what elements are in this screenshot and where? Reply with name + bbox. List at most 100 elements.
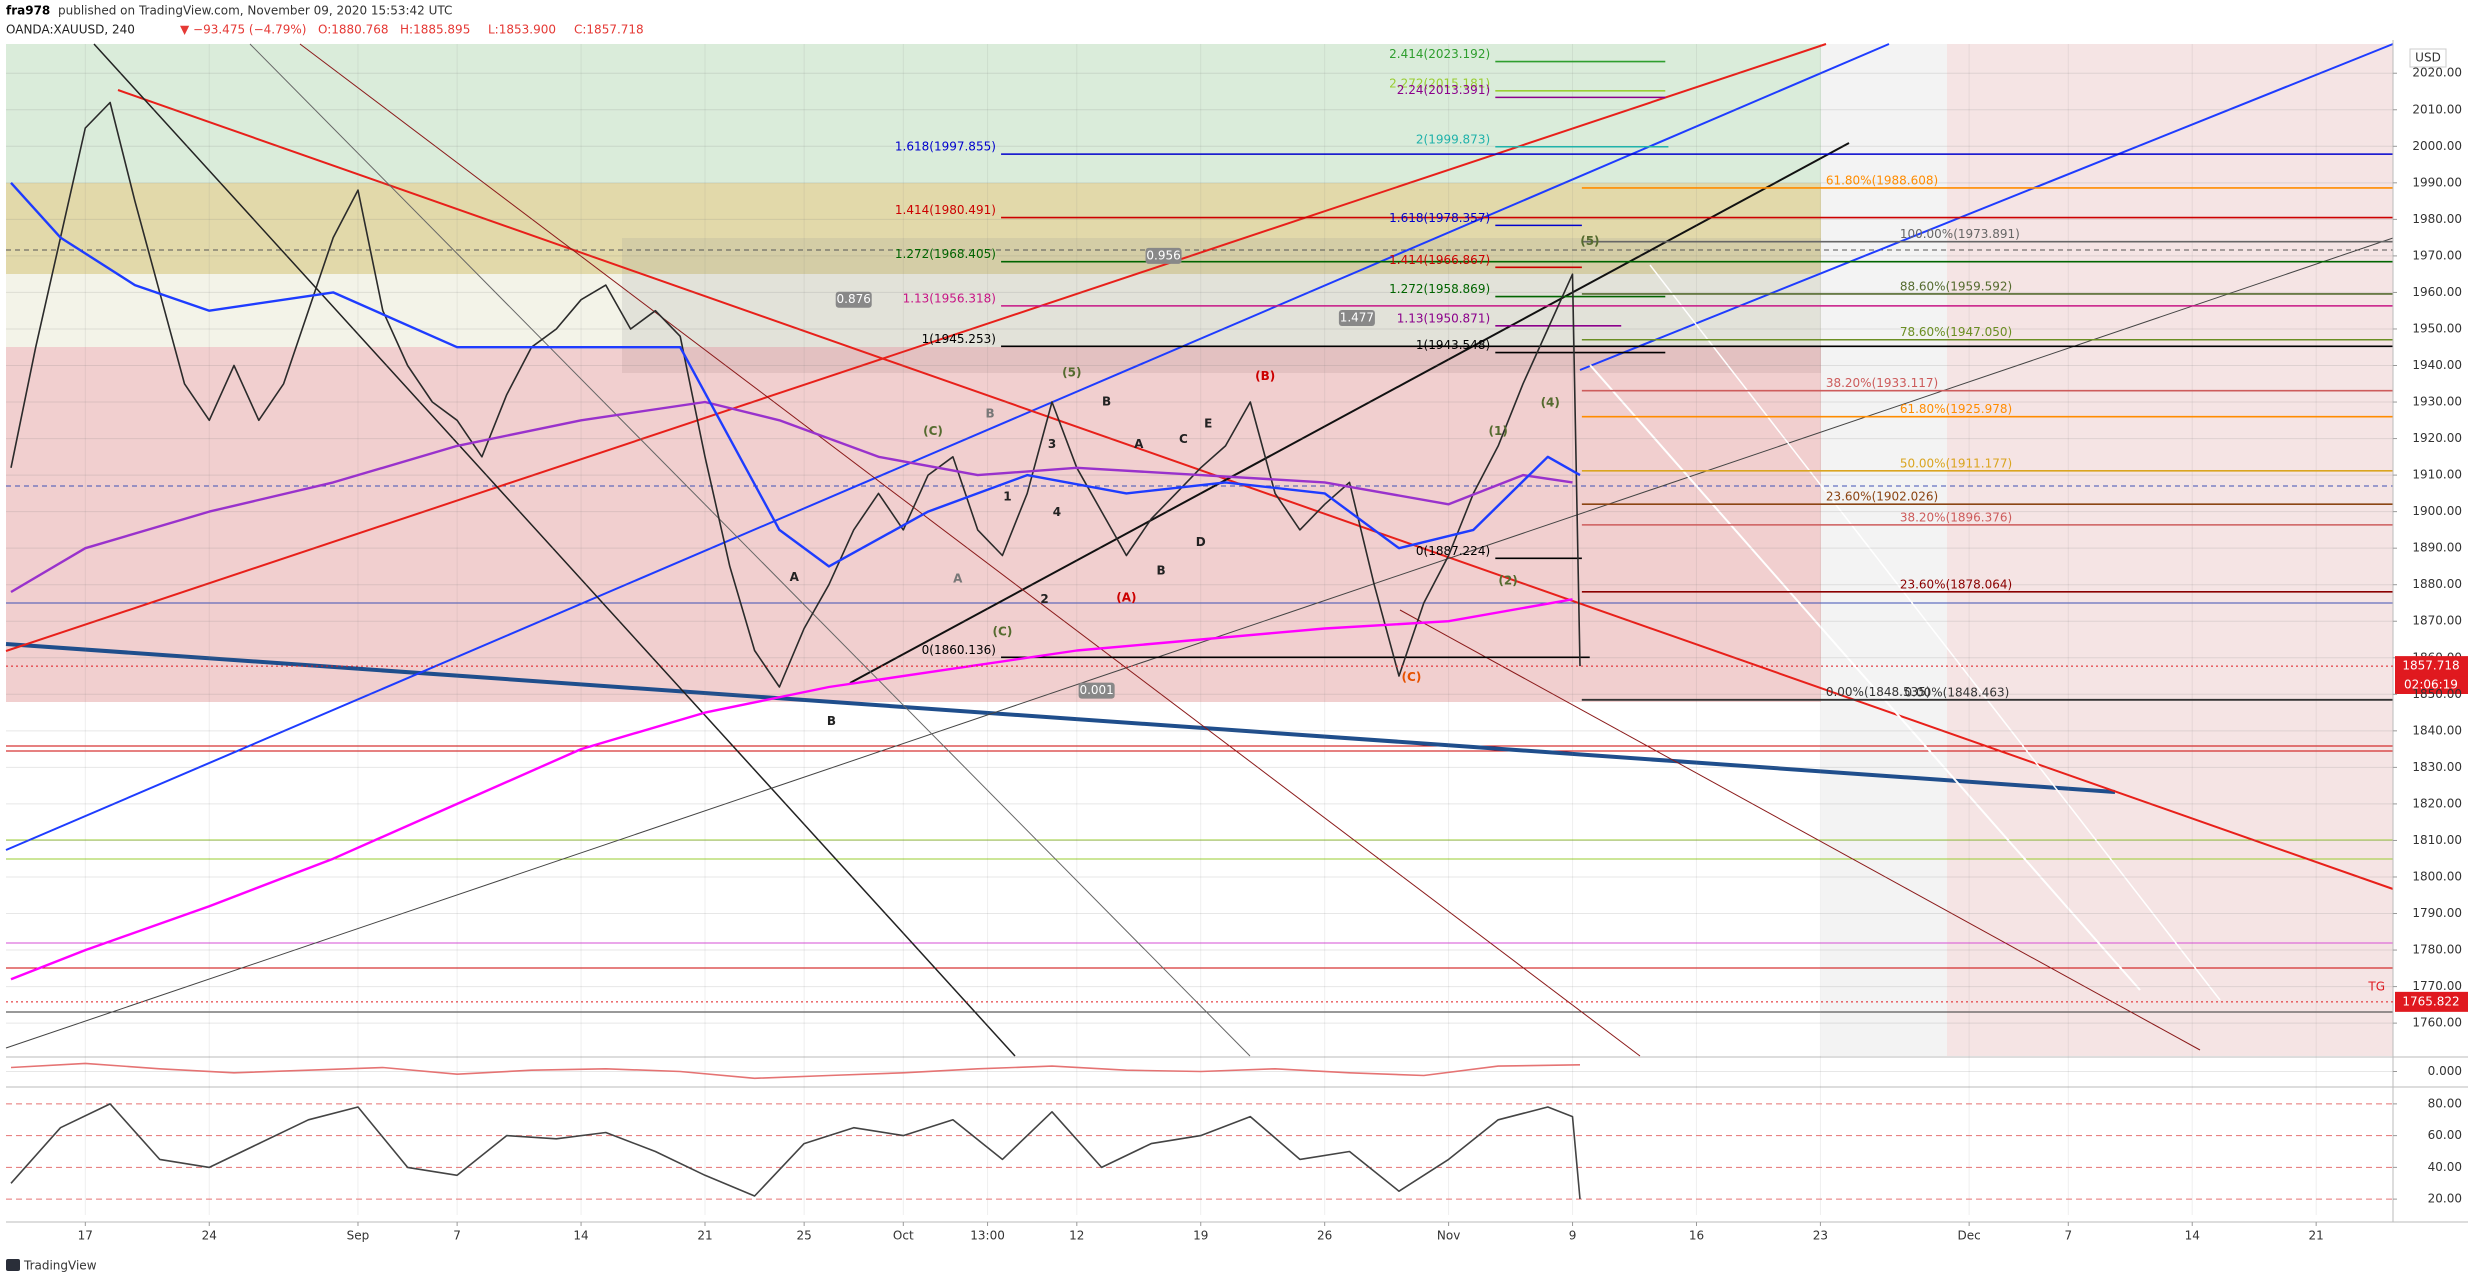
x-tick-label: 24 [202, 1229, 217, 1243]
price-tag [2395, 991, 2468, 1012]
y-tick-label: 1770.00 [2412, 979, 2462, 993]
y-tick-label: 1840.00 [2412, 723, 2462, 737]
wave-label: 2 [1040, 592, 1048, 606]
y-tick-label: 1780.00 [2412, 943, 2462, 957]
fib-label: 88.60%(1959.592) [1900, 279, 2012, 293]
y-tick-label: 1950.00 [2412, 321, 2462, 335]
y-tick-label: 0.000 [2428, 1064, 2462, 1078]
y-tick-label: 1940.00 [2412, 358, 2462, 372]
fib-label: 2.414(2023.192) [1389, 47, 1490, 61]
wave-label: D [1196, 535, 1206, 549]
y-tick-label: 1930.00 [2412, 395, 2462, 409]
fib-label: 1(1943.548) [1416, 338, 1490, 352]
y-tick-label: 1920.00 [2412, 431, 2462, 445]
ohlc: H:1885.895 [400, 23, 470, 37]
fib-label: 38.20%(1896.376) [1900, 510, 2012, 524]
wave-label: A [953, 572, 963, 586]
trend-line [117, 89, 2394, 890]
fib-label: 61.80%(1925.978) [1900, 402, 2012, 416]
series-line [10, 1103, 1581, 1200]
wave-label: (4) [1541, 396, 1560, 410]
y-tick-label: 1870.00 [2412, 614, 2462, 628]
wave-label: B [1102, 395, 1111, 409]
trend-line [849, 142, 1850, 684]
x-tick-label: 23 [1813, 1229, 1828, 1243]
fib-label: 1(1945.253) [922, 332, 996, 346]
currency: USD [2415, 51, 2441, 65]
zone [6, 44, 1821, 274]
x-tick-label: 25 [797, 1229, 812, 1243]
x-tick-label: 14 [573, 1229, 588, 1243]
fib-label: 1.618(1978.357) [1389, 211, 1490, 225]
wave-label: (C) [993, 625, 1013, 639]
tag-note: TG [2367, 980, 2385, 994]
author: fra978 [6, 4, 50, 18]
y-tick-label: 2010.00 [2412, 102, 2462, 116]
fib-label: 61.80%(1988.608) [1826, 173, 1938, 187]
wave-label: (2) [1498, 574, 1517, 588]
wave-label: B [985, 407, 994, 421]
y-tick-label: 2020.00 [2412, 66, 2462, 80]
wave-label: (1) [1489, 424, 1508, 438]
annotation-box [1078, 682, 1115, 699]
y-tick-label: 1910.00 [2412, 468, 2462, 482]
x-tick-label: Sep [347, 1229, 370, 1243]
y-tick-label: 1880.00 [2412, 577, 2462, 591]
zone [1947, 44, 2393, 1056]
wave-label: C [1179, 432, 1188, 446]
wave-label: E [1204, 416, 1212, 430]
change: ▼ −93.475 (−4.79%) [180, 23, 306, 37]
x-tick-label: Dec [1958, 1229, 1981, 1243]
y-tick-label: 1850.00 [2412, 687, 2462, 701]
ohlc: L:1853.900 [488, 23, 556, 37]
y-tick-label: 1790.00 [2412, 906, 2462, 920]
wave-label: 4 [1053, 505, 1061, 519]
x-tick-label: 12 [1069, 1229, 1084, 1243]
wave-label: A [1134, 437, 1144, 451]
y-tick-label: 2000.00 [2412, 139, 2462, 153]
fib-label: 23.60%(1902.026) [1826, 490, 1938, 504]
fib-label: 0(1860.136) [922, 643, 996, 657]
annotation: 1.477 [1340, 311, 1374, 325]
zone [6, 183, 1821, 274]
y-tick-label: 1820.00 [2412, 796, 2462, 810]
annotation: 0.876 [837, 292, 871, 306]
x-tick-label: 13:00 [970, 1229, 1005, 1243]
y-tick-label: 1760.00 [2412, 1016, 2462, 1030]
ohlc: O:1880.768 [318, 23, 389, 37]
fib-label: 1.13(1956.318) [903, 291, 996, 305]
trend-line [5, 43, 1890, 851]
series-line [10, 101, 1581, 688]
x-tick-label: 14 [2185, 1229, 2200, 1243]
fib-label: 38.20%(1933.117) [1826, 376, 1938, 390]
annotation-box [1338, 310, 1375, 327]
fib-label: 23.60%(1878.064) [1900, 577, 2012, 591]
y-tick-label: 1890.00 [2412, 541, 2462, 555]
fib-label: 1.414(1980.491) [895, 203, 996, 217]
trend-line [5, 237, 2394, 1049]
published: published on TradingView.com, November 0… [58, 4, 452, 18]
wave-label: (5) [1062, 365, 1081, 379]
fib-label: 2.272(2015.181) [1389, 76, 1490, 90]
trend-line [1589, 364, 2141, 991]
zone [1821, 44, 1947, 1056]
wave-label: (5) [1580, 234, 1599, 248]
y-tick-label: 40.00 [2428, 1160, 2462, 1174]
y-tick-label: 1970.00 [2412, 248, 2462, 262]
fib-label: 1.272(1968.405) [895, 247, 996, 261]
price-tag-label: 1765.822 [2402, 994, 2459, 1008]
annotation-box [835, 291, 872, 308]
annotation: 0.956 [1146, 248, 1180, 262]
trend-line [93, 43, 1016, 1057]
x-tick-label: 21 [2309, 1229, 2324, 1243]
series-line [10, 1062, 1581, 1080]
y-tick-label: 60.00 [2428, 1128, 2462, 1142]
x-tick-label: 7 [2064, 1229, 2072, 1243]
price-tag [2395, 656, 2468, 677]
fib-label: 0.00%(1848.535) [1826, 685, 1931, 699]
x-tick-label: 9 [1569, 1229, 1577, 1243]
wave-label: 3 [1048, 437, 1056, 451]
y-tick-label: 1800.00 [2412, 869, 2462, 883]
